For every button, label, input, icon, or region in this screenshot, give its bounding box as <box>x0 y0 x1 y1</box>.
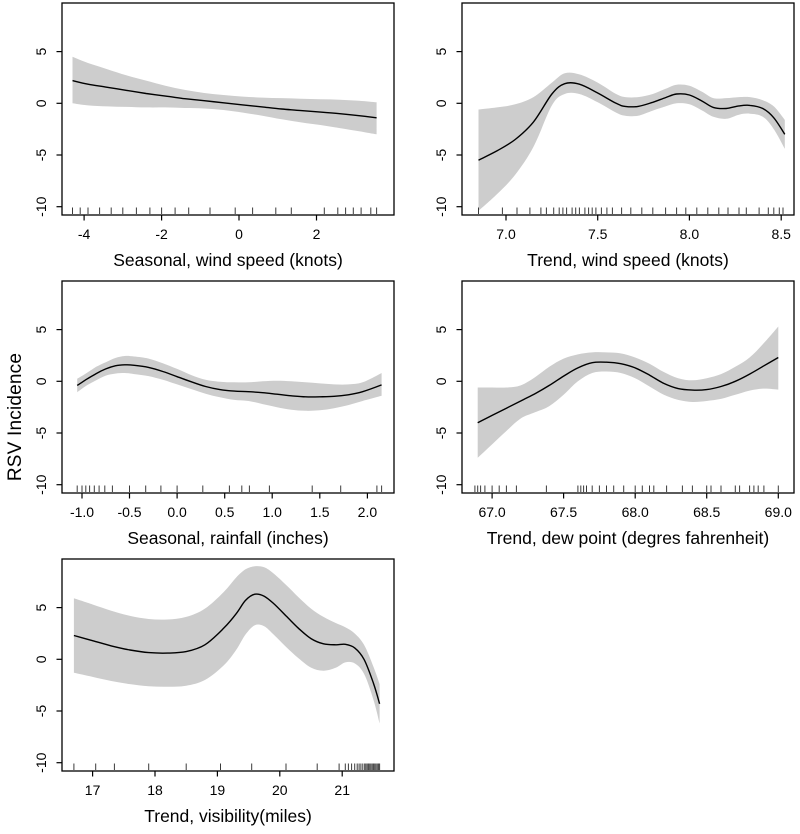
x-tick-label: 19 <box>210 782 226 798</box>
plot-box <box>461 2 795 216</box>
axis-ticks <box>56 50 318 221</box>
y-tick-label: 5 <box>433 47 449 55</box>
confidence-band <box>72 56 377 135</box>
axis-ticks <box>56 606 343 777</box>
plot-box <box>61 2 395 216</box>
x-axis-label: Trend, wind speed (knots) <box>527 250 729 270</box>
panel-cell: 17 18 19 20 21 5 0 -5 -10 Trend, visibility(miles… <box>0 556 400 834</box>
x-axis-label: Trend, visibility(miles) <box>144 806 312 826</box>
panel-cell: -1.0 -0.5 0.0 0.5 1.0 1.5 2.0 5 0 -5 -10 Seasonal, … <box>0 278 400 556</box>
panel-trend-dew-point-degres-fahrenheit: 67.0 67.5 68.0 68.5 69.0 5 0 -5 -10 Trend, dew po… <box>433 280 795 548</box>
y-tick-label: -10 <box>33 474 49 494</box>
plot-area <box>76 355 383 492</box>
panel-cell: 7.0 7.5 8.0 8.5 5 0 -5 -10 Trend, wind speed (kn… <box>400 0 800 278</box>
smooth-curve <box>76 364 382 398</box>
axis-ticks <box>456 328 779 499</box>
x-tick-label: -2 <box>155 226 168 242</box>
smooth-curve <box>477 356 779 424</box>
y-tick-label: 0 <box>33 655 49 663</box>
empty-panel-cell <box>400 556 800 834</box>
x-tick-label: -0.5 <box>117 504 141 520</box>
y-tick-label: -5 <box>33 427 49 440</box>
x-tick-label: 0.5 <box>215 504 235 520</box>
panel-cell: -4 -2 0 2 5 0 -5 -10 Seasonal, wind speed (knots… <box>0 0 400 278</box>
x-tick-label: 2.0 <box>358 504 378 520</box>
x-tick-label: 67.5 <box>550 504 577 520</box>
confidence-band <box>73 566 380 724</box>
x-axis-label: Seasonal, rainfall (inches) <box>127 528 328 548</box>
y-tick-label: 0 <box>33 377 49 385</box>
axis-ticks <box>56 328 368 499</box>
y-tick-label: -5 <box>33 149 49 162</box>
panel-seasonal-rainfall-inches: -1.0 -0.5 0.0 0.5 1.0 1.5 2.0 5 0 -5 -10 Seasonal, … <box>33 280 395 548</box>
y-tick-label: 5 <box>433 325 449 333</box>
rug-marks <box>478 207 784 214</box>
rug-marks <box>73 763 381 770</box>
x-tick-label: 2 <box>313 226 321 242</box>
x-tick-label: 8.5 <box>771 226 791 242</box>
plot-area <box>73 566 381 770</box>
plot-area <box>474 326 779 492</box>
x-tick-label: 18 <box>147 782 163 798</box>
x-tick-label: 67.0 <box>478 504 505 520</box>
y-tick-label: 5 <box>33 47 49 55</box>
plot-box <box>61 280 395 494</box>
x-tick-label: 68.0 <box>622 504 649 520</box>
y-tick-label: -10 <box>33 196 49 216</box>
plot-area <box>72 56 378 214</box>
x-tick-label: -4 <box>78 226 91 242</box>
rug-marks <box>72 207 378 214</box>
x-tick-label: 17 <box>85 782 101 798</box>
y-tick-label: -5 <box>433 427 449 440</box>
x-tick-label: 1.5 <box>310 504 330 520</box>
panel-trend-wind-speed-knots: 7.0 7.5 8.0 8.5 5 0 -5 -10 Trend, wind speed (kn… <box>433 2 795 270</box>
panel-seasonal-wind-speed-knots: -4 -2 0 2 5 0 -5 -10 Seasonal, wind speed (knots… <box>33 2 395 270</box>
x-tick-label: 7.0 <box>496 226 516 242</box>
confidence-band <box>478 72 785 211</box>
x-axis-label: Seasonal, wind speed (knots) <box>113 250 343 270</box>
x-tick-label: 1.0 <box>262 504 282 520</box>
rug-marks <box>474 485 779 492</box>
x-tick-label: 8.0 <box>680 226 700 242</box>
y-tick-label: 0 <box>433 99 449 107</box>
plot-area <box>478 72 786 214</box>
y-tick-label: 5 <box>33 325 49 333</box>
y-tick-label: -5 <box>433 149 449 162</box>
x-tick-label: 20 <box>272 782 288 798</box>
x-tick-label: 0 <box>235 226 243 242</box>
rug-marks <box>76 485 383 492</box>
panel-trend-visibility-miles: 17 18 19 20 21 5 0 -5 -10 Trend, visibility(miles… <box>33 558 395 826</box>
x-tick-label: -1.0 <box>70 504 94 520</box>
confidence-band <box>477 326 779 458</box>
smooth-curve <box>72 79 377 119</box>
plot-box <box>461 280 795 494</box>
axis-ticks <box>456 50 782 221</box>
y-tick-label: 5 <box>33 603 49 611</box>
panel-cell: 67.0 67.5 68.0 68.5 69.0 5 0 -5 -10 Trend, dew po… <box>400 278 800 556</box>
x-tick-label: 68.5 <box>693 504 720 520</box>
y-tick-label: 0 <box>433 377 449 385</box>
smooth-curve <box>478 81 786 161</box>
x-tick-label: 7.5 <box>588 226 608 242</box>
y-tick-label: -10 <box>33 752 49 772</box>
x-tick-label: 69.0 <box>765 504 792 520</box>
smooth-curve <box>73 593 381 704</box>
confidence-band <box>77 355 382 411</box>
x-tick-label: 21 <box>334 782 350 798</box>
y-tick-label: 0 <box>33 99 49 107</box>
y-tick-label: -10 <box>433 474 449 494</box>
plot-box <box>61 558 395 772</box>
y-tick-label: -5 <box>33 705 49 718</box>
x-tick-label: 0.0 <box>167 504 187 520</box>
x-axis-label: Trend, dew point (degres fahrenheit) <box>487 528 769 548</box>
y-tick-label: -10 <box>433 196 449 216</box>
